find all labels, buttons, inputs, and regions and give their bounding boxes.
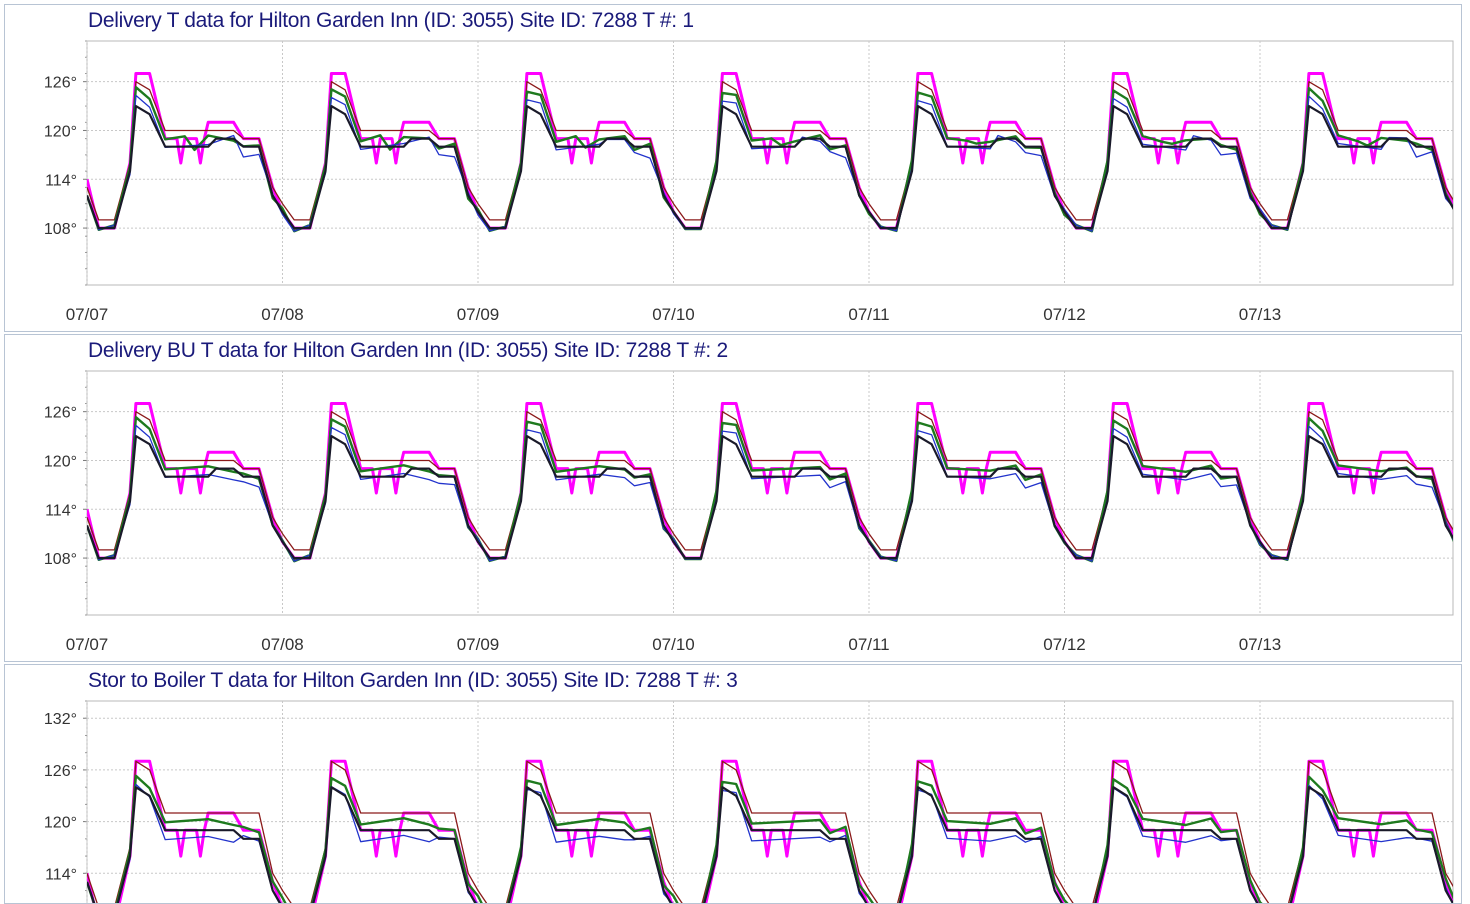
line-chart-delivery-t: 126° 120° 114° 108° 07/07 07/08 07/09 07/10 07/1… — [44, 40, 1454, 324]
x-tick-label: 07/11 — [848, 635, 889, 654]
x-tick-label: 07/12 — [1043, 635, 1086, 654]
y-tick-label: 114° — [45, 502, 77, 519]
x-tick-label: 07/07 — [66, 635, 109, 654]
chart-title: Stor to Boiler T data for Hilton Garden … — [88, 669, 738, 692]
series-line-black — [87, 786, 1453, 903]
x-tick-label: 07/09 — [457, 635, 500, 654]
x-tick-label: 07/09 — [457, 305, 500, 324]
x-tick-label: 07/10 — [652, 635, 695, 654]
x-tick-label: 07/08 — [261, 305, 304, 324]
series-line-brown — [87, 760, 1453, 903]
plot-area — [86, 700, 1454, 903]
x-tick-label: 07/07 — [66, 305, 109, 324]
plot-area — [86, 370, 1454, 616]
series-line-green — [87, 774, 1453, 903]
y-tick-label: 114° — [45, 172, 77, 189]
x-tick-label: 07/13 — [1239, 635, 1282, 654]
y-tick-label: 126° — [44, 75, 77, 92]
y-tick-label: 108° — [44, 221, 77, 238]
plot-area — [86, 40, 1454, 286]
chart-panel-delivery-t: Delivery T data for Hilton Garden Inn (I… — [4, 4, 1462, 332]
series-line-black — [87, 434, 1453, 560]
chart-title: Delivery BU T data for Hilton Garden Inn… — [88, 339, 728, 362]
y-tick-label: 114° — [45, 866, 77, 883]
x-tick-label: 07/11 — [848, 305, 889, 324]
x-tick-label: 07/13 — [1239, 305, 1282, 324]
x-tick-label: 07/08 — [261, 635, 304, 654]
chart-panel-stor-to-boiler-t: Stor to Boiler T data for Hilton Garden … — [4, 664, 1462, 904]
y-tick-label: 120° — [44, 815, 77, 832]
series-line-brown — [87, 411, 1453, 551]
y-tick-label: 126° — [44, 763, 77, 780]
series-line-black — [87, 104, 1453, 230]
chart-panel-delivery-bu-t: Delivery BU T data for Hilton Garden Inn… — [4, 334, 1462, 662]
y-tick-label: 108° — [44, 551, 77, 568]
line-chart-stor-to-boiler-t: 132° 126° 120° 114° — [44, 700, 1454, 903]
x-tick-label: 07/10 — [652, 305, 695, 324]
y-tick-label: 120° — [44, 123, 77, 140]
y-tick-label: 120° — [44, 453, 77, 470]
x-tick-label: 07/12 — [1043, 305, 1086, 324]
chart-title: Delivery T data for Hilton Garden Inn (I… — [88, 9, 694, 32]
y-tick-label: 132° — [44, 711, 77, 728]
y-tick-label: 126° — [44, 405, 77, 422]
line-chart-delivery-bu-t: 126° 120° 114° 108° 07/07 07/08 07/09 07/10 07/1… — [44, 370, 1454, 654]
